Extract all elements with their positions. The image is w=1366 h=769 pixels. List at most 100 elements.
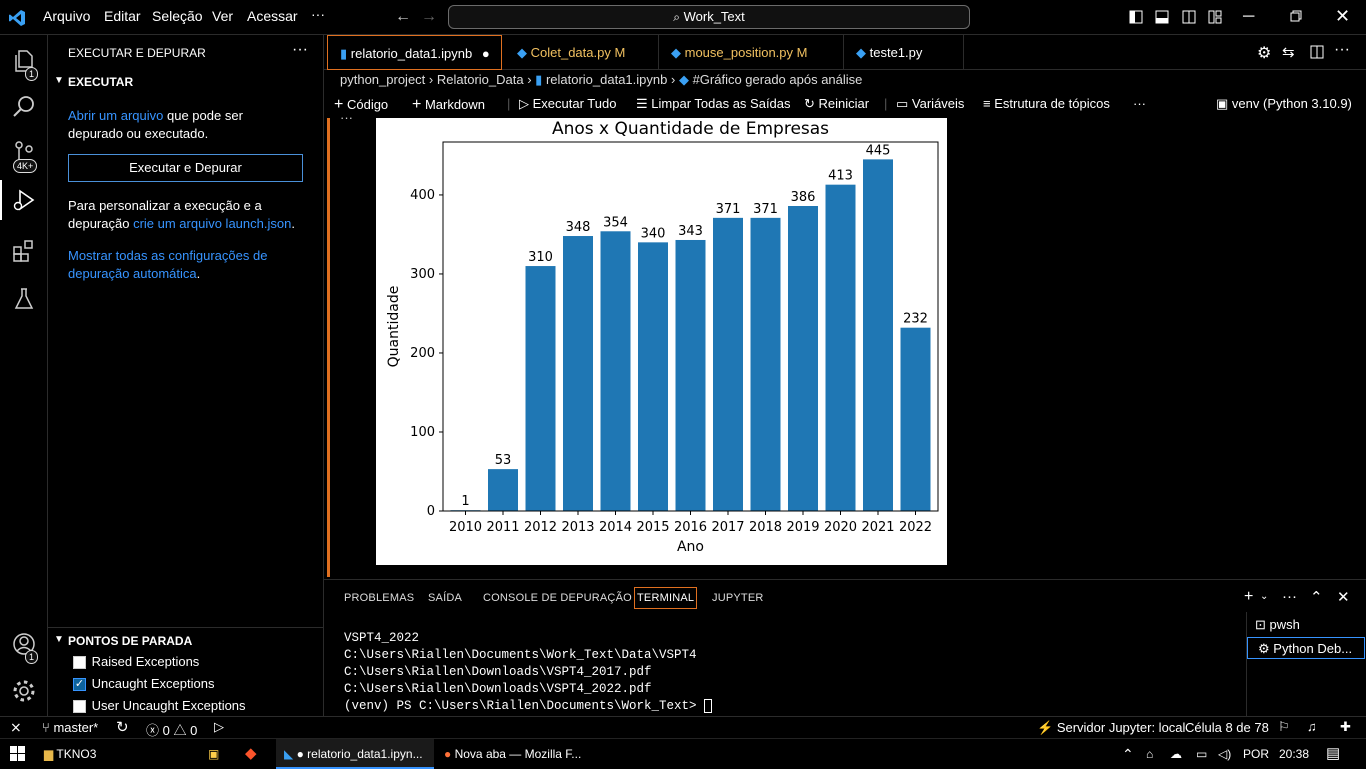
toggle-secondary-sidebar-icon[interactable] (1182, 10, 1196, 24)
kernel-picker[interactable]: ▣ venv (Python 3.10.9) (1216, 96, 1352, 112)
debug-status-icon[interactable]: ▷ (214, 719, 224, 734)
menu-editar[interactable]: Editar (104, 8, 141, 24)
add-markdown-cell-button[interactable]: + Markdown (412, 96, 485, 114)
tab-problems[interactable]: PROBLEMAS (344, 592, 415, 604)
source-control-icon[interactable]: 4K+ (0, 131, 48, 175)
customize-layout-icon[interactable] (1208, 10, 1222, 24)
panel-more-button[interactable]: ··· (1282, 588, 1297, 605)
search-icon[interactable] (0, 85, 48, 129)
unsaved-dot-icon[interactable]: ● (481, 46, 490, 61)
split-editor-icon[interactable] (1310, 45, 1324, 59)
checkbox[interactable] (73, 656, 86, 670)
chevron-down-icon[interactable]: ⌄ (1260, 591, 1269, 602)
breakpoints-title[interactable]: PONTOS DE PARADA (68, 634, 193, 648)
testing-flask-icon[interactable] (0, 277, 48, 321)
compare-changes-icon[interactable]: ⇆ (1282, 44, 1295, 61)
open-file-link[interactable]: Abrir um arquivo (68, 108, 164, 123)
breadcrumb-item[interactable]: Relatorio_Data (436, 72, 524, 87)
windows-start-icon[interactable] (10, 746, 26, 762)
tab-teste1[interactable]: ◆ teste1.py (844, 35, 964, 70)
toggle-sidebar-icon[interactable] (1129, 10, 1143, 24)
remote-icon[interactable]: ⨯ (10, 719, 22, 735)
store-icon[interactable]: ▣ (208, 747, 220, 761)
tab-colet-data[interactable]: ◆ Colet_data.py M (505, 35, 659, 70)
settings-gear-icon[interactable] (0, 669, 48, 713)
menu-acessar[interactable]: Acessar (247, 8, 298, 24)
tab-terminal[interactable]: TERMINAL (634, 587, 698, 609)
breadcrumb-item[interactable]: relatorio_data1.ipynb (545, 72, 668, 87)
explorer-icon[interactable]: 1 (0, 39, 48, 83)
auto-config-link-1[interactable]: Mostrar todas as configurações de (68, 248, 268, 263)
checkbox[interactable] (73, 700, 86, 714)
sync-icon[interactable]: ↻ (116, 719, 129, 736)
settings-gear-icon[interactable]: ⚙ (1257, 45, 1272, 62)
sidebar-more-button[interactable]: ··· (292, 41, 308, 58)
run-and-debug-button[interactable]: Executar e Depurar (68, 154, 303, 182)
cell-position-status[interactable]: Célula 8 de 78 (1185, 720, 1269, 735)
add-code-cell-button[interactable]: + Código (334, 96, 388, 114)
create-launch-json-link[interactable]: crie um arquivo launch.json (133, 216, 292, 231)
language-indicator[interactable]: POR (1243, 747, 1270, 761)
branch-status[interactable]: ⑂ master* (42, 720, 98, 735)
cloud-icon[interactable]: ☁ (1170, 747, 1182, 761)
run-debug-icon[interactable] (0, 178, 48, 222)
restart-button[interactable]: ↻ Reiniciar (804, 96, 869, 112)
run-all-button[interactable]: ▷ Executar Tudo (519, 96, 616, 112)
clock[interactable]: 20:38 (1279, 747, 1310, 761)
tray-chevron-up-icon[interactable]: ⌃ (1122, 746, 1134, 762)
taskbar-item-vscode[interactable]: ◣ ● relatorio_data1.ipyn... (276, 739, 434, 769)
back-arrow-icon[interactable]: ← (395, 8, 411, 25)
network-icon[interactable]: ▭ (1196, 747, 1208, 761)
tab-output[interactable]: SAÍDA (428, 592, 463, 604)
terminal-instance-python-debug[interactable]: ⚙ Python Deb... (1247, 637, 1365, 659)
auto-config-link-2[interactable]: depuração automática (68, 266, 197, 281)
new-terminal-plus-icon[interactable]: + (1244, 588, 1254, 605)
problems-status[interactable]: ⓧ 0 △ 0 (146, 720, 197, 739)
chevron-down-icon[interactable]: ▼ (54, 634, 64, 645)
cell-output-more-button[interactable]: ··· (340, 110, 353, 125)
toggle-panel-icon[interactable] (1155, 10, 1169, 24)
jupyter-server-status[interactable]: ⚡ Servidor Jupyter: local (1037, 720, 1185, 736)
breadcrumb-item[interactable]: python_project (340, 72, 426, 87)
notification-center-icon[interactable]: ▤ (1326, 745, 1341, 762)
account-icon[interactable]: 1 (0, 622, 48, 666)
minimize-icon[interactable]: ─ (1243, 8, 1255, 25)
restore-icon[interactable] (1290, 10, 1302, 22)
menu-selecao[interactable]: Seleção (152, 8, 203, 24)
feedback-icon[interactable]: ⚐ (1278, 719, 1290, 734)
taskbar-item-firefox[interactable]: ● Nova aba — Mozilla F... (440, 739, 595, 769)
editor-more-button[interactable]: ··· (1334, 41, 1350, 58)
chevron-down-icon[interactable]: ▼ (54, 75, 64, 86)
checkbox-checked-icon[interactable]: ✓ (73, 678, 86, 692)
breakpoint-uncaught[interactable]: ✓ Uncaught Exceptions (73, 676, 214, 692)
terminal-prompt-line[interactable]: (venv) PS C:\Users\Riallen\Documents\Wor… (344, 698, 713, 715)
tab-mouse-position[interactable]: ◆ mouse_position.py M (659, 35, 844, 70)
command-center-search[interactable]: ⌕ Work_Text (448, 5, 970, 29)
tab-jupyter[interactable]: JUPYTER (712, 592, 764, 604)
terminal-output[interactable]: VSPT4_2022 C:\Users\Riallen\Documents\Wor… (344, 630, 713, 715)
close-panel-icon[interactable]: ✕ (1337, 589, 1350, 606)
tab-debug-console[interactable]: CONSOLE DE DEPURAÇÃO (483, 592, 632, 604)
volume-icon[interactable]: ◁) (1218, 747, 1232, 761)
breakpoint-raised[interactable]: Raised Exceptions (73, 654, 199, 670)
toolbar-more-button[interactable]: ··· (1133, 96, 1146, 111)
section-executar[interactable]: EXECUTAR (68, 75, 134, 89)
notifications-bell-icon[interactable]: ♫ (1307, 719, 1317, 734)
menu-arquivo[interactable]: Arquivo (43, 8, 91, 24)
outline-button[interactable]: ≡ Estrutura de tópicos (983, 96, 1110, 111)
clear-outputs-button[interactable]: ☰ Limpar Todas as Saídas (636, 96, 791, 112)
tab-relatorio-data1[interactable]: ▮ relatorio_data1.ipynb ● (327, 35, 502, 70)
accessibility-icon[interactable]: ✚ (1340, 719, 1351, 734)
variables-button[interactable]: ▭ Variáveis (896, 96, 964, 112)
breadcrumb-item[interactable]: #Gráfico gerado após análise (692, 72, 863, 87)
taskbar-item-explorer[interactable]: ▆ TKNO3 (44, 739, 194, 769)
extensions-icon[interactable] (0, 229, 48, 273)
breakpoint-user-uncaught[interactable]: User Uncaught Exceptions (73, 698, 246, 714)
maximize-panel-chevron-up-icon[interactable]: ⌃ (1310, 589, 1323, 606)
menu-more-button[interactable]: ··· (311, 6, 325, 22)
terminal-instance-pwsh[interactable]: ⊡ pwsh (1255, 617, 1300, 633)
meet-icon[interactable]: ⌂ (1146, 747, 1154, 761)
menu-ver[interactable]: Ver (212, 8, 234, 24)
brave-browser-icon[interactable]: ◆ (245, 745, 257, 762)
close-window-icon[interactable]: ✕ (1335, 6, 1351, 26)
